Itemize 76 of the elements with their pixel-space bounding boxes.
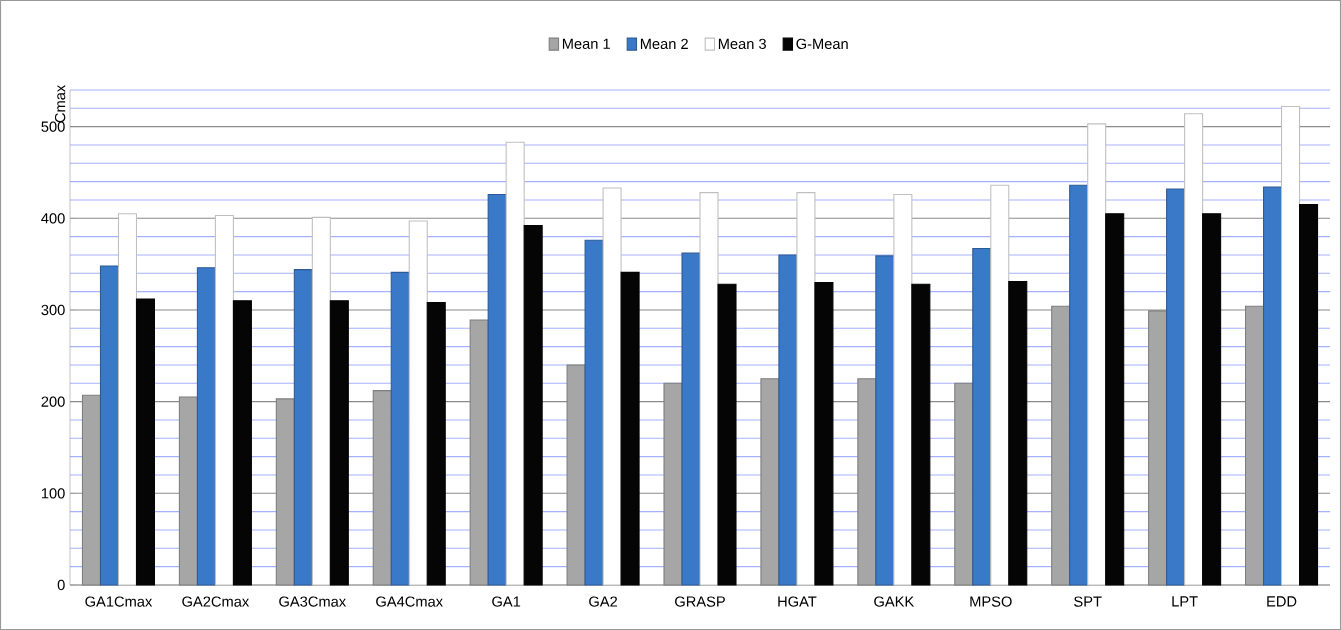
x-tick-label: GA1Cmax: [85, 596, 153, 607]
bar: [214, 215, 234, 586]
bar: [681, 252, 701, 586]
bar: [311, 216, 331, 586]
x-tick-label: GA2Cmax: [182, 596, 250, 607]
bar: [81, 394, 102, 586]
y-tick-label: 100: [41, 488, 65, 499]
bar: [135, 298, 156, 586]
bar: [760, 378, 780, 586]
legend-label: Mean 1: [562, 38, 610, 49]
y-tick-label: 0: [57, 579, 65, 591]
bar: [1202, 213, 1222, 586]
bar: [329, 300, 349, 586]
bar: [1105, 213, 1125, 586]
bar: [178, 396, 198, 586]
bar: [196, 267, 216, 586]
bar: [911, 283, 931, 586]
bar: [390, 271, 410, 586]
x-tick-label: MPSO: [970, 596, 1012, 607]
bar: [487, 193, 507, 586]
legend-label: Mean 3: [718, 38, 766, 50]
bar: [372, 390, 392, 586]
bar: [1051, 305, 1071, 586]
bar: [602, 187, 622, 586]
legend-label: Mean 2: [640, 38, 688, 50]
bar: [1245, 305, 1265, 586]
bar: [1281, 105, 1301, 586]
bar: [699, 192, 719, 586]
bar: [426, 302, 446, 586]
x-tick-label: GAKK: [874, 596, 915, 607]
y-tick-label: 400: [41, 213, 65, 224]
bar: [893, 193, 913, 586]
y-tick-label: 500: [41, 121, 65, 132]
bar: [990, 184, 1010, 586]
x-tick-label: EDD: [1267, 596, 1297, 607]
bar: [117, 213, 138, 586]
bar: [796, 192, 816, 586]
x-tick-label: HGAT: [778, 596, 817, 607]
bar: [1148, 310, 1168, 586]
bar: [232, 300, 252, 586]
bar: [1299, 204, 1319, 586]
bar: [566, 364, 586, 586]
bar: [523, 225, 543, 586]
bar: [875, 255, 895, 586]
x-tick-label: GRASP: [675, 596, 725, 607]
bar: [408, 220, 428, 586]
x-tick-label: GA3Cmax: [279, 596, 346, 607]
y-tick-label: 300: [41, 304, 65, 316]
x-tick-label: GA4Cmax: [376, 596, 443, 607]
y-axis-title: Cmax: [54, 84, 66, 123]
bar: [469, 319, 489, 586]
y-tick-label: 200: [41, 396, 65, 407]
bar: [1069, 184, 1089, 586]
x-tick-label: GA2: [589, 596, 618, 607]
bar: [1087, 123, 1107, 586]
bar: [1263, 186, 1283, 586]
bar: [663, 382, 683, 586]
bar: [1166, 188, 1186, 586]
bar: [814, 281, 834, 586]
x-tick-label: SPT: [1074, 596, 1102, 607]
bar: [857, 378, 877, 586]
bar: [584, 239, 604, 586]
bar: [972, 248, 992, 586]
bar: [99, 265, 120, 586]
bar: [620, 271, 640, 586]
x-tick-label: GA1: [492, 596, 521, 607]
bar: [293, 269, 313, 586]
legend-label: G-Mean: [796, 38, 848, 50]
bar: [717, 283, 737, 586]
bar: [1184, 113, 1204, 586]
bar: [1008, 281, 1028, 586]
bar: [505, 141, 525, 586]
bar: [954, 382, 974, 586]
x-tick-label: LPT: [1172, 596, 1198, 607]
bar: [275, 398, 295, 586]
bar: [778, 254, 798, 586]
